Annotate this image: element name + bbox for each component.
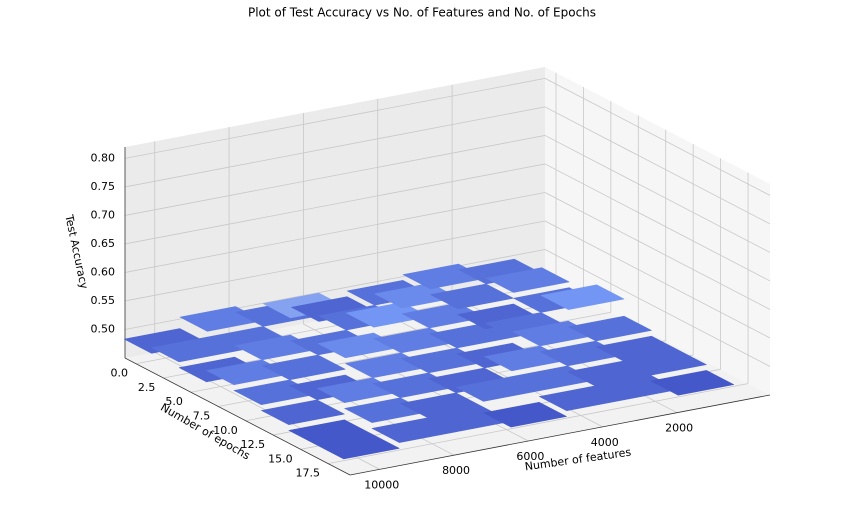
grid-line xyxy=(124,220,546,302)
axis-line xyxy=(124,357,351,476)
chart-title: Plot of Test Accuracy vs No. of Features… xyxy=(248,6,596,20)
surface-patch xyxy=(485,267,571,293)
grid-line xyxy=(544,163,771,282)
grid-line xyxy=(544,78,771,196)
z-tick-label: 0.55 xyxy=(91,294,116,307)
x-tick-label: 2000 xyxy=(665,422,693,435)
z-axis-label: Test Accuracy xyxy=(62,213,91,291)
y-tick-label: 12.5 xyxy=(241,438,266,451)
y-tick-label: 7.5 xyxy=(193,410,211,423)
z-tick-label: 0.50 xyxy=(91,322,116,335)
x-tick-label: 10000 xyxy=(364,478,399,491)
z-tick-label: 0.60 xyxy=(91,265,116,278)
grid-line xyxy=(124,192,546,273)
surface-patch xyxy=(260,399,346,425)
x-tick-label: 6000 xyxy=(516,450,544,463)
z-tick-label: 0.65 xyxy=(91,237,116,250)
grid-line xyxy=(544,192,771,310)
z-tick-label: 0.70 xyxy=(91,208,116,221)
grid-line xyxy=(124,135,546,216)
z-tick-label: 0.80 xyxy=(91,151,116,164)
grid-line xyxy=(544,106,771,225)
grid-line xyxy=(124,78,546,159)
surface-patch xyxy=(482,401,568,428)
grid-line xyxy=(124,106,546,188)
y-tick-label: 2.5 xyxy=(138,381,156,394)
surface-patch xyxy=(315,433,401,460)
surface-patch xyxy=(649,370,735,396)
y-tick-label: 10.0 xyxy=(213,424,238,437)
grid-line xyxy=(124,163,546,245)
surface xyxy=(123,258,735,460)
x-tick-label: 8000 xyxy=(442,464,470,477)
y-tick-label: 5.0 xyxy=(165,395,183,408)
y-tick-label: 17.5 xyxy=(296,467,321,480)
surface-patch xyxy=(622,350,708,376)
y-tick-label: 0.0 xyxy=(110,367,128,380)
grid-line xyxy=(544,249,771,367)
right-pane xyxy=(545,67,770,395)
surface-patch xyxy=(567,315,653,342)
surface-patch xyxy=(261,354,347,381)
y-tick-label: 15.0 xyxy=(268,452,293,465)
grid-line xyxy=(544,135,771,253)
z-tick-label: 0.75 xyxy=(91,180,116,193)
surface-patch xyxy=(540,284,625,310)
x-tick-label: 4000 xyxy=(591,436,619,449)
grid-line xyxy=(327,383,749,464)
grid-line xyxy=(544,220,771,339)
axis-line xyxy=(349,394,771,476)
